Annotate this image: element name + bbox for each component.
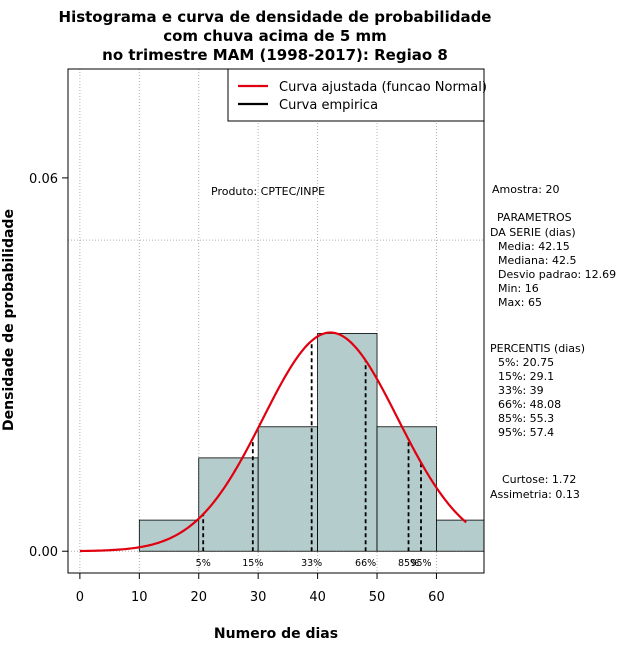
x-axis: 0 10 20 30 40 50 60 (76, 573, 445, 605)
x-axis-label: Numero de dias (214, 626, 338, 642)
stat-p33: 33%: 39 (498, 384, 544, 397)
chart-title-line-1: Histograma e curva de densidade de proba… (59, 8, 492, 26)
stat-assimetria: Assimetria: 0.13 (490, 488, 580, 501)
histogram-bar (257, 426, 318, 552)
stat-p5: 5%: 20.75 (498, 356, 554, 369)
x-tick-label: 10 (131, 590, 148, 605)
percentile-label: 66% (355, 558, 376, 569)
stat-media: Media: 42.15 (498, 240, 570, 253)
histogram-bar (317, 333, 378, 552)
stat-curtose: Curtose: 1.72 (502, 473, 576, 486)
percentile-lines (202, 340, 422, 552)
y-axis: 0.00 0.06 (29, 172, 68, 560)
stat-mediana: Mediana: 42.5 (498, 254, 576, 267)
histogram-bar (198, 457, 259, 552)
chart-title-line-3: no trimestre MAM (1998-2017): Regiao 8 (102, 46, 448, 64)
stat-desvio: Desvio padrao: 12.69 (498, 268, 616, 281)
stat-p15: 15%: 29.1 (498, 370, 554, 383)
x-tick-label: 30 (250, 590, 267, 605)
stats-panel: Amostra: 20 PARAMETROS DA SERIE (dias) M… (490, 183, 616, 501)
stat-p85: 85%: 55.3 (498, 412, 554, 425)
y-axis-label: Densidade de probabilidade (1, 209, 17, 431)
stat-param-title-1: PARAMETROS (497, 211, 572, 224)
percentile-label: 33% (301, 558, 322, 569)
percentile-labels: 5% 15% 33% 66% 85%95% (196, 558, 432, 569)
x-tick-label: 40 (309, 590, 326, 605)
histogram-bars (138, 333, 485, 552)
percentile-label: 95% (410, 558, 431, 569)
stat-min: Min: 16 (498, 282, 539, 295)
normal-fit-curve (79, 331, 467, 553)
x-tick-label: 0 (76, 590, 84, 605)
stat-p95: 95%: 57.4 (498, 426, 554, 439)
stat-param-title-2: DA SERIE (dias) (490, 226, 576, 239)
y-tick-label: 0.00 (29, 545, 58, 560)
legend-label-fit: Curva ajustada (funcao Normal) (279, 80, 487, 95)
stat-amostra: Amostra: 20 (492, 183, 559, 196)
percentile-label: 85% (398, 558, 419, 569)
legend-box (227, 68, 485, 122)
stat-p66: 66%: 48.08 (498, 398, 561, 411)
histogram-bar (376, 426, 437, 552)
chart-title-line-2: com chuva acima de 5 mm (163, 27, 387, 45)
y-tick-label: 0.06 (29, 172, 58, 187)
legend-label-empirical: Curva empirica (279, 98, 378, 113)
x-tick-label: 20 (190, 590, 207, 605)
percentile-label: 5% (196, 558, 211, 569)
grid-lines (68, 69, 484, 573)
stat-perc-title: PERCENTIS (dias) (490, 342, 585, 355)
product-annotation: Produto: CPTEC/INPE (211, 185, 325, 198)
percentile-label: 15% (242, 558, 263, 569)
x-tick-label: 50 (369, 590, 386, 605)
x-tick-label: 60 (428, 590, 445, 605)
stat-max: Max: 65 (498, 296, 542, 309)
histogram-bar (436, 519, 485, 552)
